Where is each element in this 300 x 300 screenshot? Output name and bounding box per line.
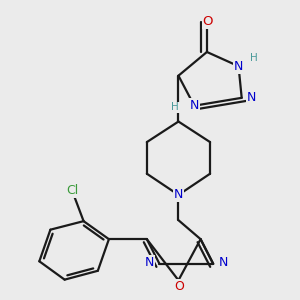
Text: H: H: [171, 102, 179, 112]
Text: H: H: [250, 53, 258, 63]
Text: N: N: [247, 91, 256, 104]
Text: N: N: [234, 60, 243, 73]
Text: N: N: [190, 99, 199, 112]
Text: Cl: Cl: [66, 184, 79, 197]
Text: N: N: [219, 256, 228, 269]
Text: O: O: [202, 15, 213, 28]
Text: N: N: [145, 256, 154, 269]
Text: O: O: [174, 280, 184, 293]
Text: N: N: [174, 188, 183, 201]
